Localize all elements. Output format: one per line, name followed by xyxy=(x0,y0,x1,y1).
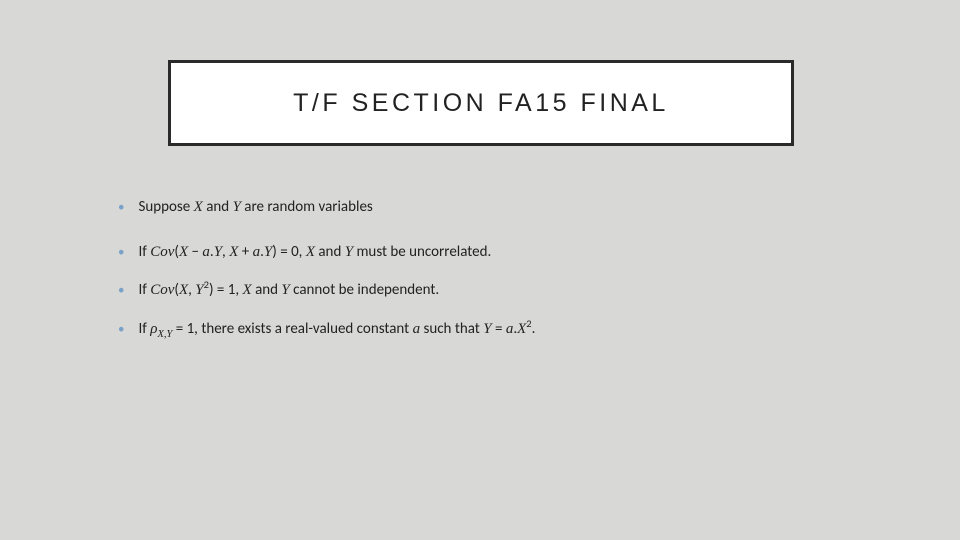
bullet-list: • Suppose X and Y are random variables • If… xyxy=(118,198,838,339)
bullet-dot-icon: • xyxy=(118,283,124,300)
bullet-text: Suppose X and Y are random variables xyxy=(138,198,372,218)
bullet-dot-icon: • xyxy=(118,200,124,217)
slide-title: T/F SECTION FA15 FINAL xyxy=(293,89,669,118)
bullet-text: If Cov(X − a.Y, X + a.Y) = 0, X and Y mu… xyxy=(138,243,491,263)
bullet-dot-icon: • xyxy=(118,245,124,262)
bullet-item: • If Cov(X − a.Y, X + a.Y) = 0, X and Y m… xyxy=(118,243,838,263)
title-box: T/F SECTION FA15 FINAL xyxy=(168,60,794,146)
bullet-item: • Suppose X and Y are random variables xyxy=(118,198,838,218)
bullet-text: If Cov(X, Y2) = 1, X and Y cannot be ind… xyxy=(138,281,439,301)
bullet-item: • If ρX,Y = 1, there exists a real-valued… xyxy=(118,320,838,340)
bullet-item: • If Cov(X, Y2) = 1, X and Y cannot be in… xyxy=(118,281,838,301)
slide: T/F SECTION FA15 FINAL • Suppose X and Y … xyxy=(0,0,960,540)
bullet-dot-icon: • xyxy=(118,322,124,339)
bullet-text: If ρX,Y = 1, there exists a real-valued … xyxy=(138,320,535,340)
